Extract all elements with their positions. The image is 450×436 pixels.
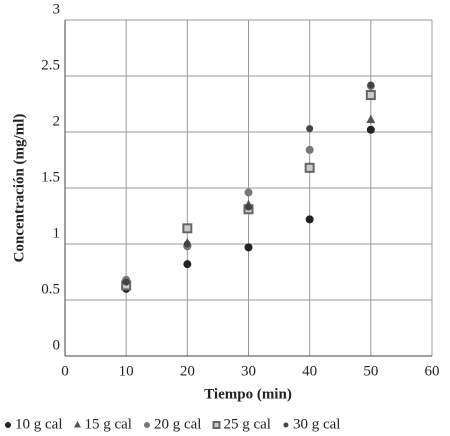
legend-marker	[212, 421, 221, 429]
x-tick-label: 0	[61, 363, 69, 379]
x-tick-label: 40	[302, 363, 317, 379]
point	[304, 162, 315, 173]
x-tick-label: 10	[119, 363, 134, 379]
point	[245, 203, 252, 211]
y-tick-label: 1	[53, 225, 61, 241]
point	[182, 223, 193, 234]
point	[244, 243, 253, 252]
legend-label: 30 g cal	[293, 416, 340, 432]
legend-label: 10 g cal	[15, 416, 62, 432]
y-tick-label: 2.5	[41, 57, 60, 73]
legend-label: 15 g cal	[84, 416, 131, 432]
y-tick-label: 0	[53, 337, 61, 353]
y-tick-label: 2	[53, 113, 61, 129]
y-tick-label: 0.5	[41, 281, 60, 297]
point	[122, 278, 130, 286]
legend-marker	[73, 421, 81, 428]
legend-label: 25 g cal	[223, 416, 270, 432]
point	[183, 240, 191, 248]
point	[366, 114, 376, 124]
y-tick-label: 1.5	[41, 169, 60, 185]
point	[183, 260, 192, 269]
x-tick-label: 30	[241, 363, 256, 379]
point	[244, 188, 253, 197]
legend-label: 20 g cal	[154, 416, 201, 432]
y-tick-label: 3	[53, 1, 61, 17]
point	[305, 145, 314, 154]
y-axis-title: Concentración (mg/ml)	[11, 114, 27, 263]
x-tick-label: 20	[180, 363, 195, 379]
x-tick-label: 60	[425, 363, 440, 379]
point	[305, 215, 314, 224]
legend-marker	[5, 422, 11, 428]
x-axis-title: Tiempo (min)	[204, 386, 292, 402]
point	[306, 125, 314, 133]
point	[367, 81, 375, 89]
point	[366, 125, 375, 134]
point	[365, 90, 376, 101]
x-tick-label: 50	[363, 363, 378, 379]
legend-marker	[143, 422, 150, 428]
legend-marker	[283, 422, 289, 428]
